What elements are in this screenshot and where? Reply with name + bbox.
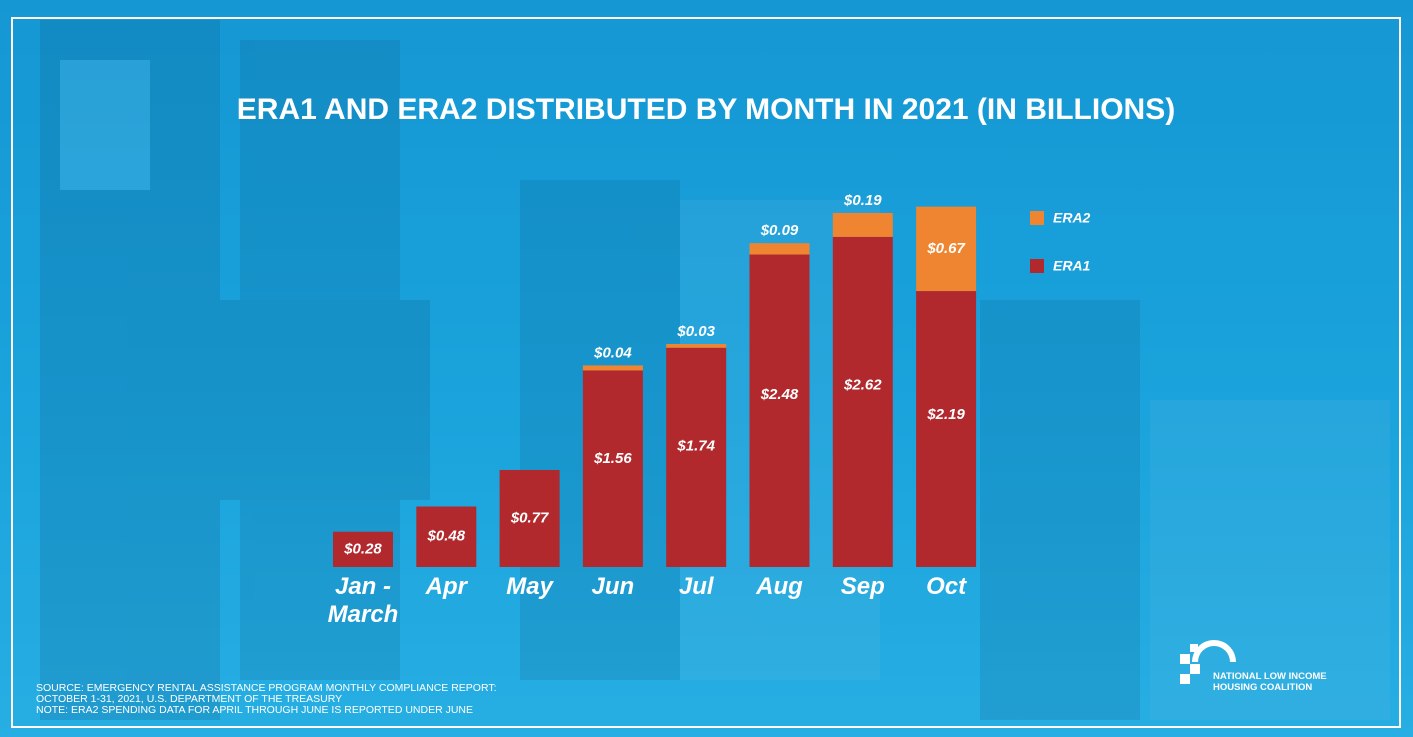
value-label: $0.77 [510,509,549,526]
x-tick-label: Jan - March [323,573,403,629]
chart-title: ERA1 AND ERA2 DISTRIBUTED BY MONTH IN 20… [237,93,1175,126]
legend-swatch [1030,259,1044,273]
value-label: $1.56 [593,450,632,467]
value-label: $0.19 [843,192,882,209]
value-label: $2.19 [926,406,965,423]
bar-segment [666,348,726,567]
value-label: $0.04 [593,344,632,361]
value-label: $2.48 [760,386,799,403]
x-tick-label: Jun [573,573,653,601]
bar-segment [750,243,810,254]
x-tick-label: Oct [906,573,986,601]
logo-line: NATIONAL LOW INCOME [1213,671,1327,682]
legend-label: ERA1 [1053,258,1091,274]
legend-swatch [1030,211,1044,225]
value-label: $0.28 [343,540,382,557]
x-tick-label: Jul [656,573,736,601]
source-line: NOTE: ERA2 SPENDING DATA FOR APRIL THROU… [36,705,497,716]
value-label: $0.09 [760,222,799,239]
bar-segment [916,291,976,567]
x-tick-label: May [490,573,570,601]
logo-text: NATIONAL LOW INCOME HOUSING COALITION [1213,671,1327,693]
bar-segment [583,370,643,567]
legend-label: ERA2 [1053,210,1091,226]
chart: ERA1 AND ERA2 DISTRIBUTED BY MONTH IN 20… [0,0,1413,737]
value-label: $2.62 [843,376,882,393]
bar-segment [833,237,893,567]
x-tick-label: Sep [823,573,903,601]
value-label: $0.03 [676,323,715,340]
value-label: $0.67 [926,240,965,257]
bar-segment [583,365,643,370]
infographic: ERA1 AND ERA2 DISTRIBUTED BY MONTH IN 20… [0,0,1413,737]
bar-segment [833,213,893,237]
value-label: $1.74 [676,437,715,454]
bar-segment [750,255,810,567]
bar-segment [666,344,726,348]
logo-line: HOUSING COALITION [1213,682,1327,693]
value-label: $0.48 [427,528,466,545]
x-tick-label: Apr [406,573,486,601]
source-note: SOURCE: EMERGENCY RENTAL ASSISTANCE PROG… [36,683,497,716]
x-tick-label: Aug [740,573,820,601]
